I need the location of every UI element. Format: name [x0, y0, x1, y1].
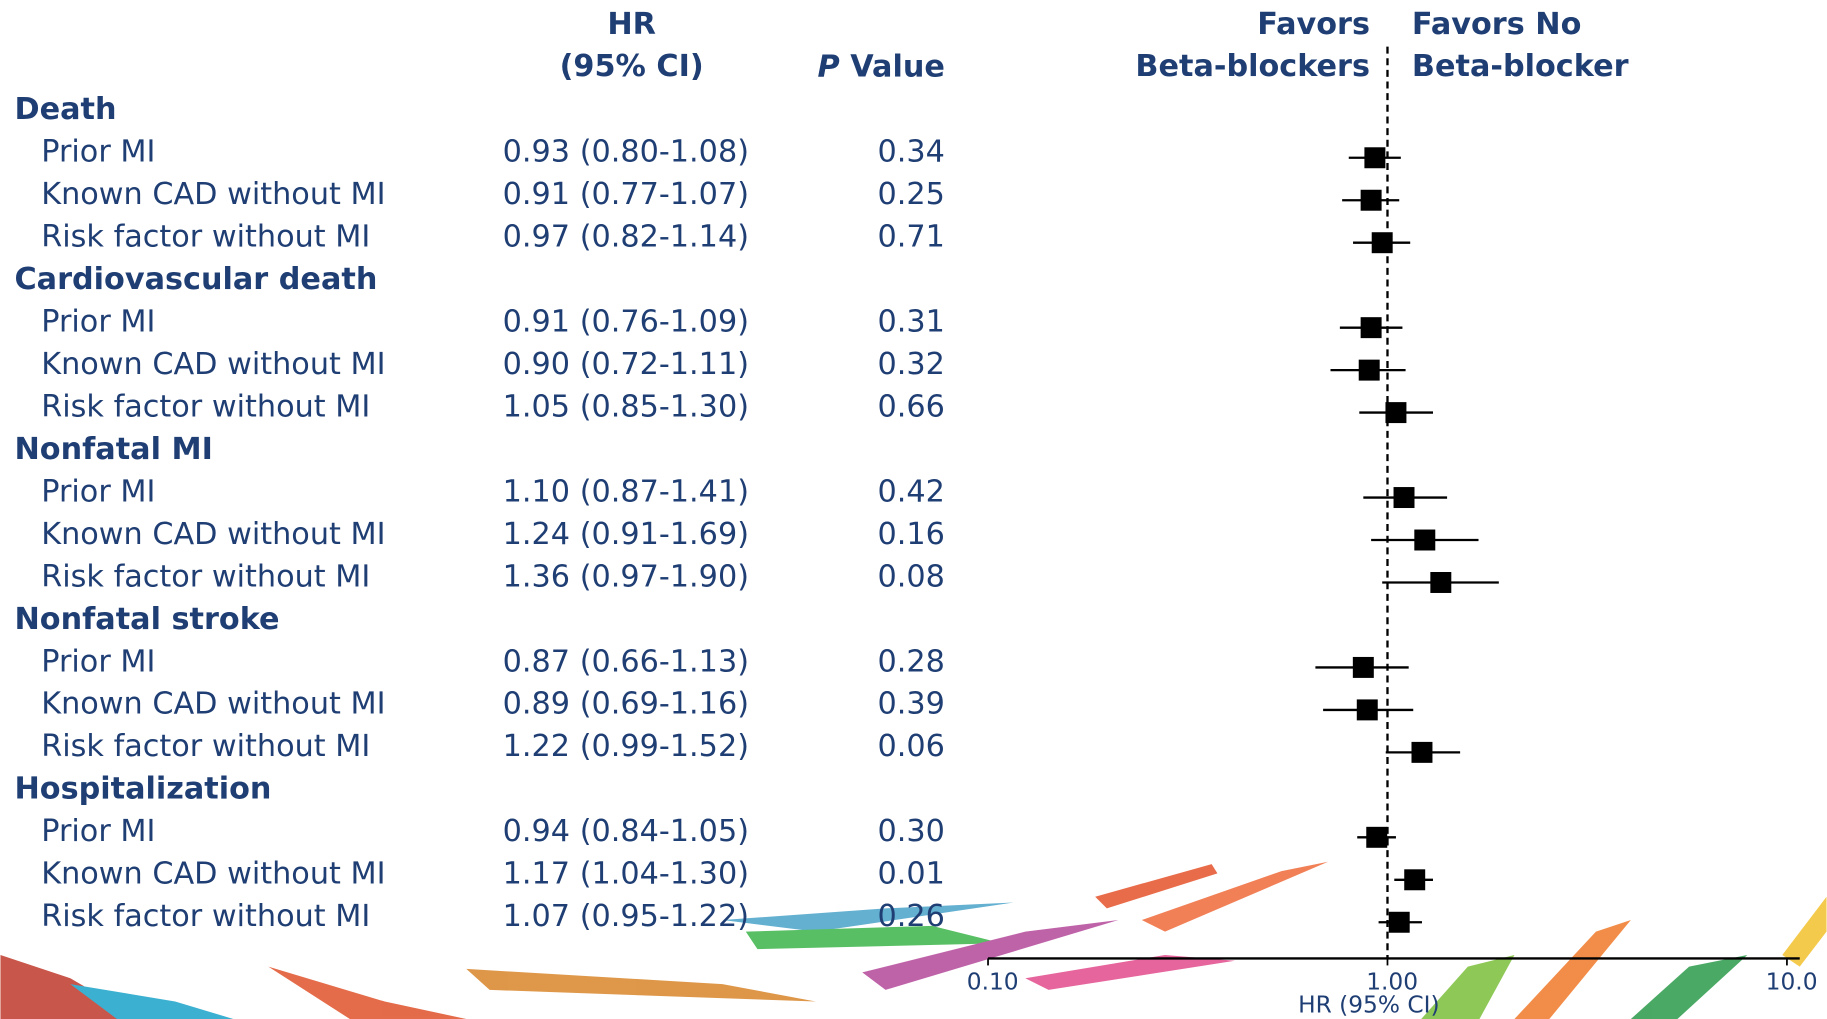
hr-label: 0.94 (0.84-1.05) [503, 814, 749, 849]
p-value: 0.34 [878, 135, 945, 170]
favors-label: Favors [1257, 7, 1370, 42]
x-tick-label: 10.0 [1766, 968, 1818, 995]
hr-marker [1364, 147, 1386, 169]
hr-label: 1.22 (0.99-1.52) [503, 729, 749, 764]
ribbon [1421, 954, 1515, 1019]
favors-label: Favors No [1412, 7, 1581, 42]
row-label: Prior MI [41, 644, 155, 679]
hr-label: 1.07 (0.95-1.22) [503, 899, 749, 934]
p-value: 0.32 [878, 347, 945, 382]
ribbon [1095, 864, 1218, 909]
hr-marker [1385, 402, 1407, 424]
ribbon [1025, 954, 1235, 990]
hr-label: 1.05 (0.85-1.30) [503, 389, 749, 424]
x-tick-label: 1.00 [1366, 968, 1418, 995]
p-value: 0.28 [878, 644, 945, 679]
hr-marker [1411, 741, 1433, 763]
x-tick-label: 0.10 [967, 968, 1019, 995]
hr-marker [1393, 487, 1415, 509]
group-label: Nonfatal stroke [14, 602, 279, 637]
hr-label: 0.91 (0.76-1.09) [503, 304, 749, 339]
row-label: Risk factor without MI [41, 899, 370, 934]
row-label: Risk factor without MI [41, 729, 370, 764]
hr-label: 1.17 (1.04-1.30) [503, 857, 749, 892]
favors-label: Beta-blockers [1135, 49, 1370, 84]
group-label: Hospitalization [14, 772, 271, 807]
row-label: Prior MI [41, 474, 155, 509]
ribbon [1630, 954, 1748, 1019]
hr-marker [1352, 656, 1374, 678]
row-label: Risk factor without MI [41, 559, 370, 594]
hr-label: 0.89 (0.69-1.16) [503, 687, 749, 722]
column-header: HR [607, 7, 656, 42]
hr-marker [1366, 826, 1388, 848]
hr-label: 0.91 (0.77-1.07) [503, 177, 749, 212]
row-label: Known CAD without MI [41, 177, 385, 212]
row-label: Known CAD without MI [41, 687, 385, 722]
row-label: Prior MI [41, 814, 155, 849]
hr-label: 1.36 (0.97-1.90) [503, 559, 749, 594]
row-label: Risk factor without MI [41, 389, 370, 424]
p-value: 0.06 [878, 729, 945, 764]
row-label: Known CAD without MI [41, 517, 385, 552]
p-value: 0.42 [878, 474, 945, 509]
row-label: Prior MI [41, 135, 155, 170]
p-value: 0.39 [878, 687, 945, 722]
p-value: 0.66 [878, 389, 945, 424]
favors-label: Beta-blocker [1412, 49, 1629, 84]
p-value: 0.25 [878, 177, 945, 212]
p-value: 0.71 [878, 220, 945, 255]
hr-label: 0.97 (0.82-1.14) [503, 220, 749, 255]
hr-marker [1430, 572, 1452, 593]
ribbon [722, 902, 1014, 932]
column-header: Value [850, 49, 945, 84]
hr-marker [1414, 529, 1436, 551]
hr-marker [1358, 359, 1380, 381]
ribbon [862, 920, 1119, 990]
row-label: Risk factor without MI [41, 220, 370, 255]
group-label: Cardiovascular death [14, 262, 377, 297]
p-value: 0.26 [878, 899, 945, 934]
ribbon [1514, 920, 1631, 1019]
p-value: 0.31 [878, 304, 945, 339]
ribbon [1782, 896, 1827, 967]
hr-label: 0.93 (0.80-1.08) [503, 135, 749, 170]
ribbon [1141, 861, 1329, 932]
x-axis-label: HR (95% CI) [1298, 992, 1440, 1019]
p-value: 0.01 [878, 857, 945, 892]
hr-marker [1371, 232, 1393, 254]
ribbon [745, 925, 1003, 950]
ribbon [268, 966, 467, 1019]
column-header: (95% CI) [560, 49, 704, 84]
hr-label: 1.24 (0.91-1.69) [503, 517, 749, 552]
hr-marker [1360, 189, 1382, 211]
column-header: P [818, 49, 840, 84]
hr-label: 0.90 (0.72-1.11) [503, 347, 749, 382]
ribbon [466, 968, 816, 1002]
p-value: 0.16 [878, 517, 945, 552]
p-value: 0.08 [878, 559, 945, 594]
column-header: P Value [818, 49, 945, 84]
group-label: Death [14, 92, 116, 127]
row-label: Known CAD without MI [41, 857, 385, 892]
decoration [0, 861, 1827, 1019]
hr-marker [1388, 911, 1410, 933]
row-label: Prior MI [41, 304, 155, 339]
hr-marker [1360, 317, 1382, 339]
hr-marker [1404, 869, 1426, 891]
p-value: 0.30 [878, 814, 945, 849]
hr-label: 1.10 (0.87-1.41) [503, 474, 749, 509]
hr-marker [1356, 699, 1378, 721]
group-label: Nonfatal MI [14, 432, 212, 467]
hr-label: 0.87 (0.66-1.13) [503, 644, 749, 679]
row-label: Known CAD without MI [41, 347, 385, 382]
ribbon [70, 984, 234, 1019]
